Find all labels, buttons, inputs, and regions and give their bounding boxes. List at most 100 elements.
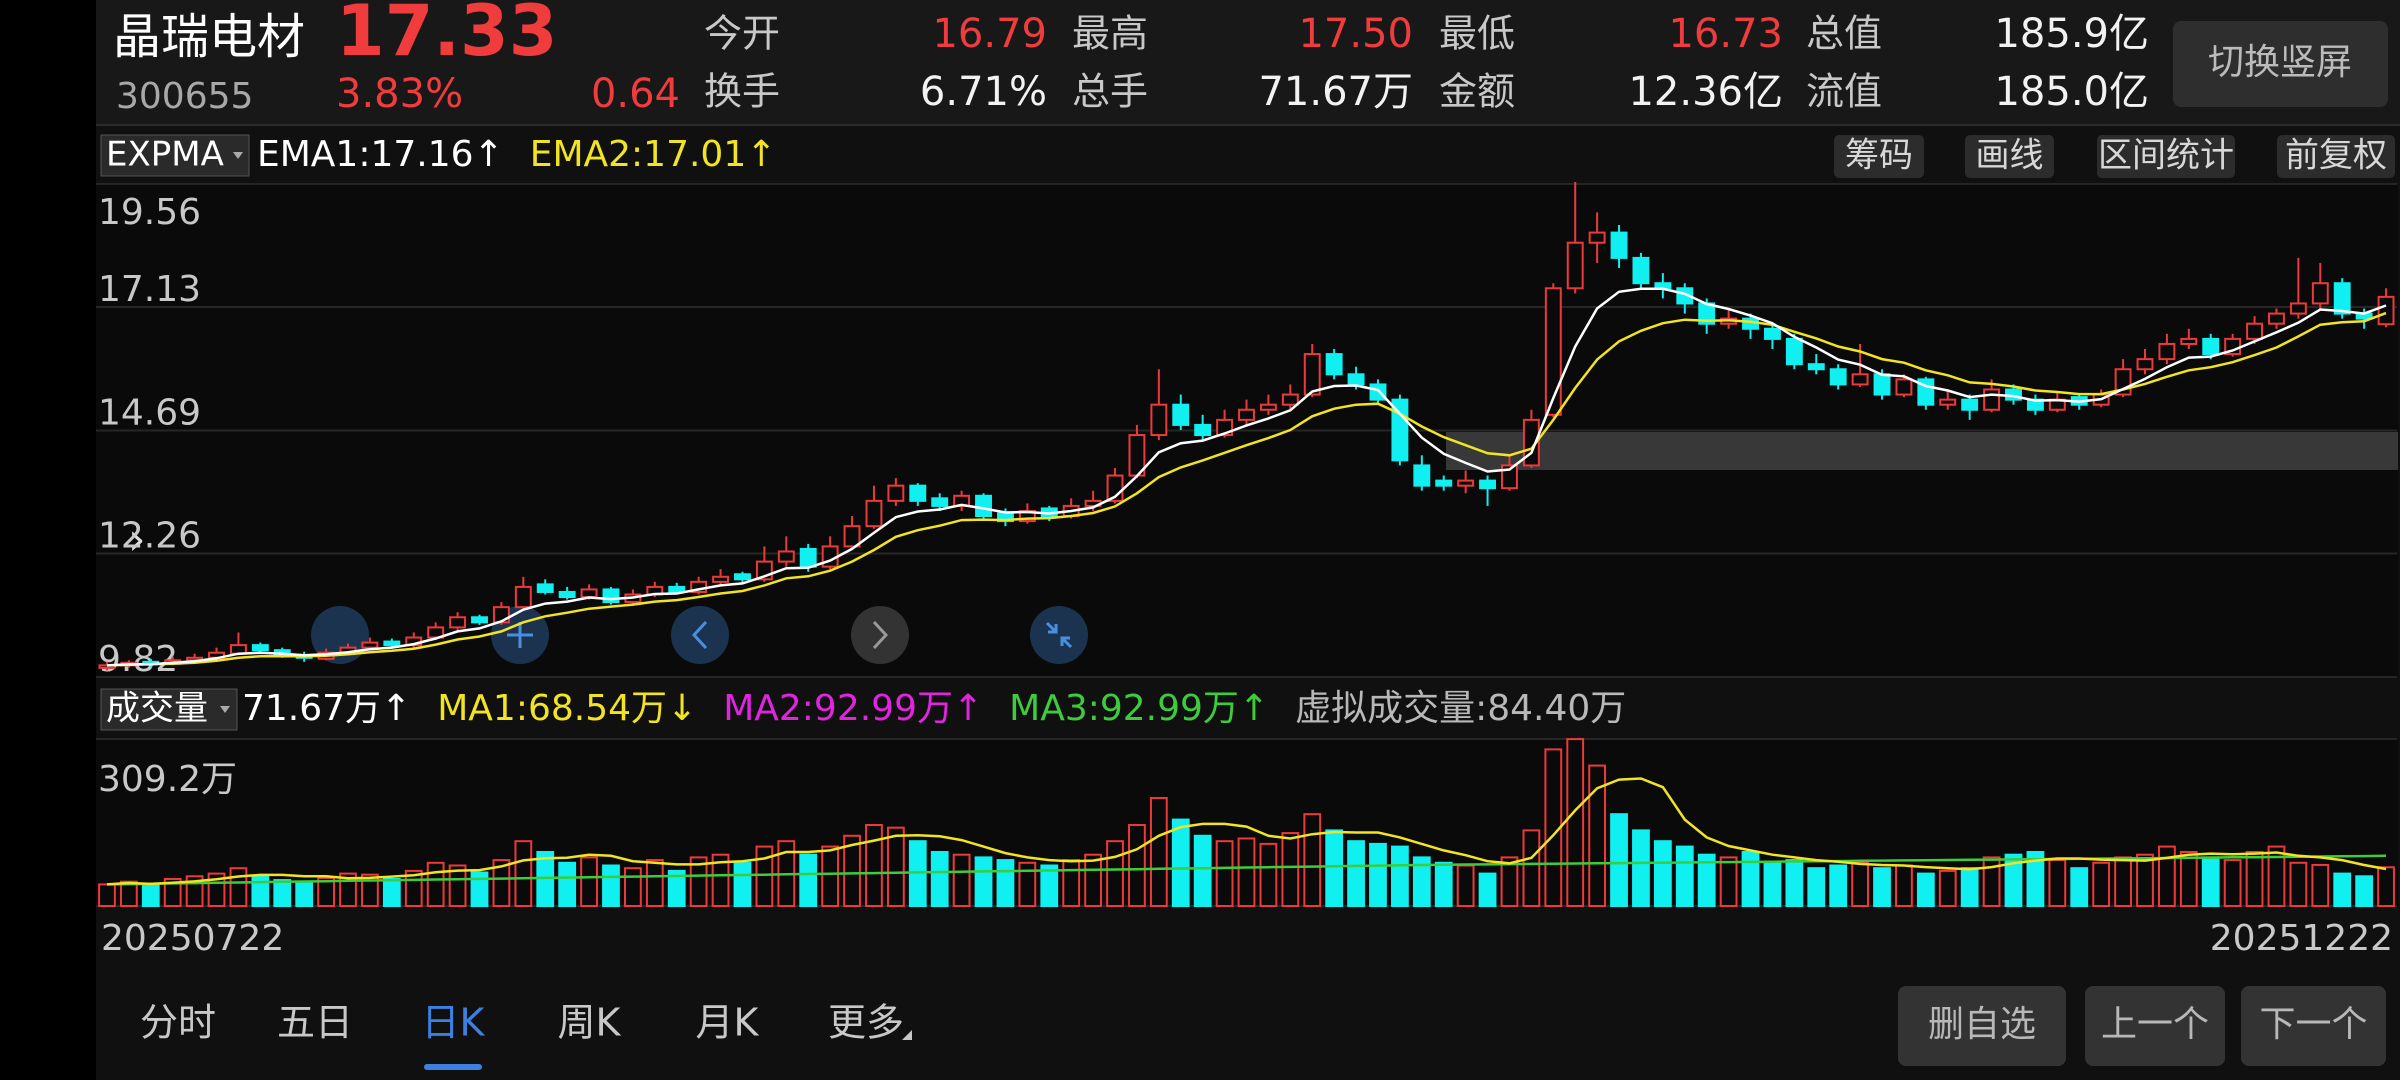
volume-bar <box>2267 845 2286 908</box>
volume-bar <box>119 880 138 907</box>
expand-arrow[interactable]: › <box>128 514 146 565</box>
candle-body <box>1851 373 1869 386</box>
orientation-button[interactable] <box>2173 21 2388 107</box>
y-tick-label: 12.26 <box>98 515 201 556</box>
candle-body <box>536 583 554 593</box>
volume-bar <box>1281 832 1300 907</box>
tab[interactable]: 月K <box>696 1001 760 1045</box>
volume-bar <box>1171 818 1190 907</box>
tab[interactable]: 日K <box>422 1001 486 1045</box>
left-button[interactable] <box>671 606 729 664</box>
tool-button-label[interactable]: 前复权 <box>2285 136 2387 176</box>
candle-body <box>1588 231 1606 244</box>
indicator-name[interactable]: EXPMA <box>106 135 224 175</box>
tool-button[interactable] <box>2097 135 2235 178</box>
tool-button[interactable] <box>1834 135 1924 178</box>
end-date: 20251222 <box>2210 918 2393 959</box>
candle-body <box>1785 337 1803 366</box>
volume-bar <box>974 856 993 907</box>
y-tick-label: 19.56 <box>98 192 201 233</box>
candle-body <box>1522 418 1540 467</box>
volume-bar <box>667 869 686 907</box>
volume-bar <box>1916 872 1935 908</box>
volume-bar <box>843 834 861 908</box>
candle-body <box>1829 368 1847 386</box>
shrink-button[interactable] <box>1030 606 1088 664</box>
candle-body <box>712 575 730 583</box>
volume-bar <box>1982 856 2001 907</box>
candle-body <box>1172 403 1190 426</box>
orientation-label[interactable]: 切换竖屏 <box>2208 42 2352 83</box>
volume-ma1-line <box>106 777 2387 886</box>
candle-body <box>98 664 116 669</box>
volume-bar <box>2333 872 2352 908</box>
footer-button[interactable] <box>2241 986 2386 1066</box>
field-label: 总手 <box>1072 70 1148 114</box>
indicator-select[interactable] <box>100 134 250 177</box>
volume-bar <box>317 876 335 907</box>
volume-bar <box>580 856 598 907</box>
right-button[interactable] <box>851 606 909 664</box>
candle-body <box>1654 282 1672 290</box>
field-value: 185.0亿 <box>1994 69 2149 115</box>
tool-button-label[interactable]: 区间统计 <box>2098 136 2234 176</box>
field-label: 换手 <box>704 70 780 114</box>
volume-bar <box>624 867 642 907</box>
volume-bar <box>1369 842 1387 908</box>
left-icon <box>691 620 708 650</box>
volume-bar <box>1434 861 1453 908</box>
tool-button-label[interactable]: 画线 <box>1976 136 2044 176</box>
volume-indicator[interactable]: 成交量 <box>106 689 208 729</box>
volume-bar <box>448 864 467 908</box>
candle-body <box>799 547 817 568</box>
candle-body <box>2136 358 2154 371</box>
volume-bar <box>799 853 818 908</box>
volume-bar <box>2311 863 2330 908</box>
candle-body <box>1807 363 1825 371</box>
tab[interactable]: 五日 <box>277 1001 353 1045</box>
volume-select[interactable] <box>100 688 238 731</box>
start-date: 20250722 <box>101 918 284 959</box>
volume-bar <box>1588 764 1607 908</box>
volume-bar <box>229 867 248 907</box>
dropdown-arrow <box>233 152 243 159</box>
candle-body <box>2377 295 2395 326</box>
right-icon <box>872 620 889 650</box>
change: 0.64 <box>591 71 680 117</box>
volume-bar <box>1763 861 1782 908</box>
volume-bar <box>382 877 401 907</box>
volume-bar <box>2201 856 2220 907</box>
volume-bar <box>602 864 620 908</box>
footer-button-label[interactable]: 下一个 <box>2259 1004 2367 1045</box>
tab[interactable]: 周K <box>558 1001 622 1045</box>
candle-body <box>1347 373 1365 386</box>
field-label: 总值 <box>1806 12 1882 56</box>
volume-bar <box>1391 845 1409 908</box>
candle-body <box>2180 337 2198 345</box>
volume-bar <box>1303 813 1322 908</box>
tab[interactable]: 更多 <box>828 1001 904 1045</box>
volume-bar <box>1478 872 1497 908</box>
volume-bar <box>273 879 292 907</box>
candle-body <box>580 588 598 599</box>
footer-button-label[interactable]: 删自选 <box>1928 1004 2036 1045</box>
tool-button[interactable] <box>1965 135 2054 178</box>
header: 晶瑞电材 17.33 300655 3.83% 0.64 切换竖屏 <box>113 0 2388 117</box>
tab[interactable]: 分时 <box>140 1001 216 1045</box>
field-label: 最低 <box>1439 12 1515 56</box>
volume-bar <box>1084 853 1102 908</box>
tool-button-label[interactable]: 筹码 <box>1845 136 1913 176</box>
volume-bar <box>1851 861 1869 908</box>
volume-bar <box>755 845 774 908</box>
volume-bar <box>1456 864 1475 908</box>
footer-button[interactable] <box>2085 986 2225 1066</box>
footer-button-label[interactable]: 上一个 <box>2101 1004 2209 1045</box>
candle-body <box>1939 398 1957 406</box>
field-label: 流值 <box>1806 70 1882 114</box>
candle-body <box>843 525 861 548</box>
footer-button[interactable] <box>1898 986 2066 1066</box>
field-label: 今开 <box>704 12 780 56</box>
tool-button[interactable] <box>2277 135 2395 178</box>
legend-entry: MA2:92.99万↑ <box>723 688 983 729</box>
